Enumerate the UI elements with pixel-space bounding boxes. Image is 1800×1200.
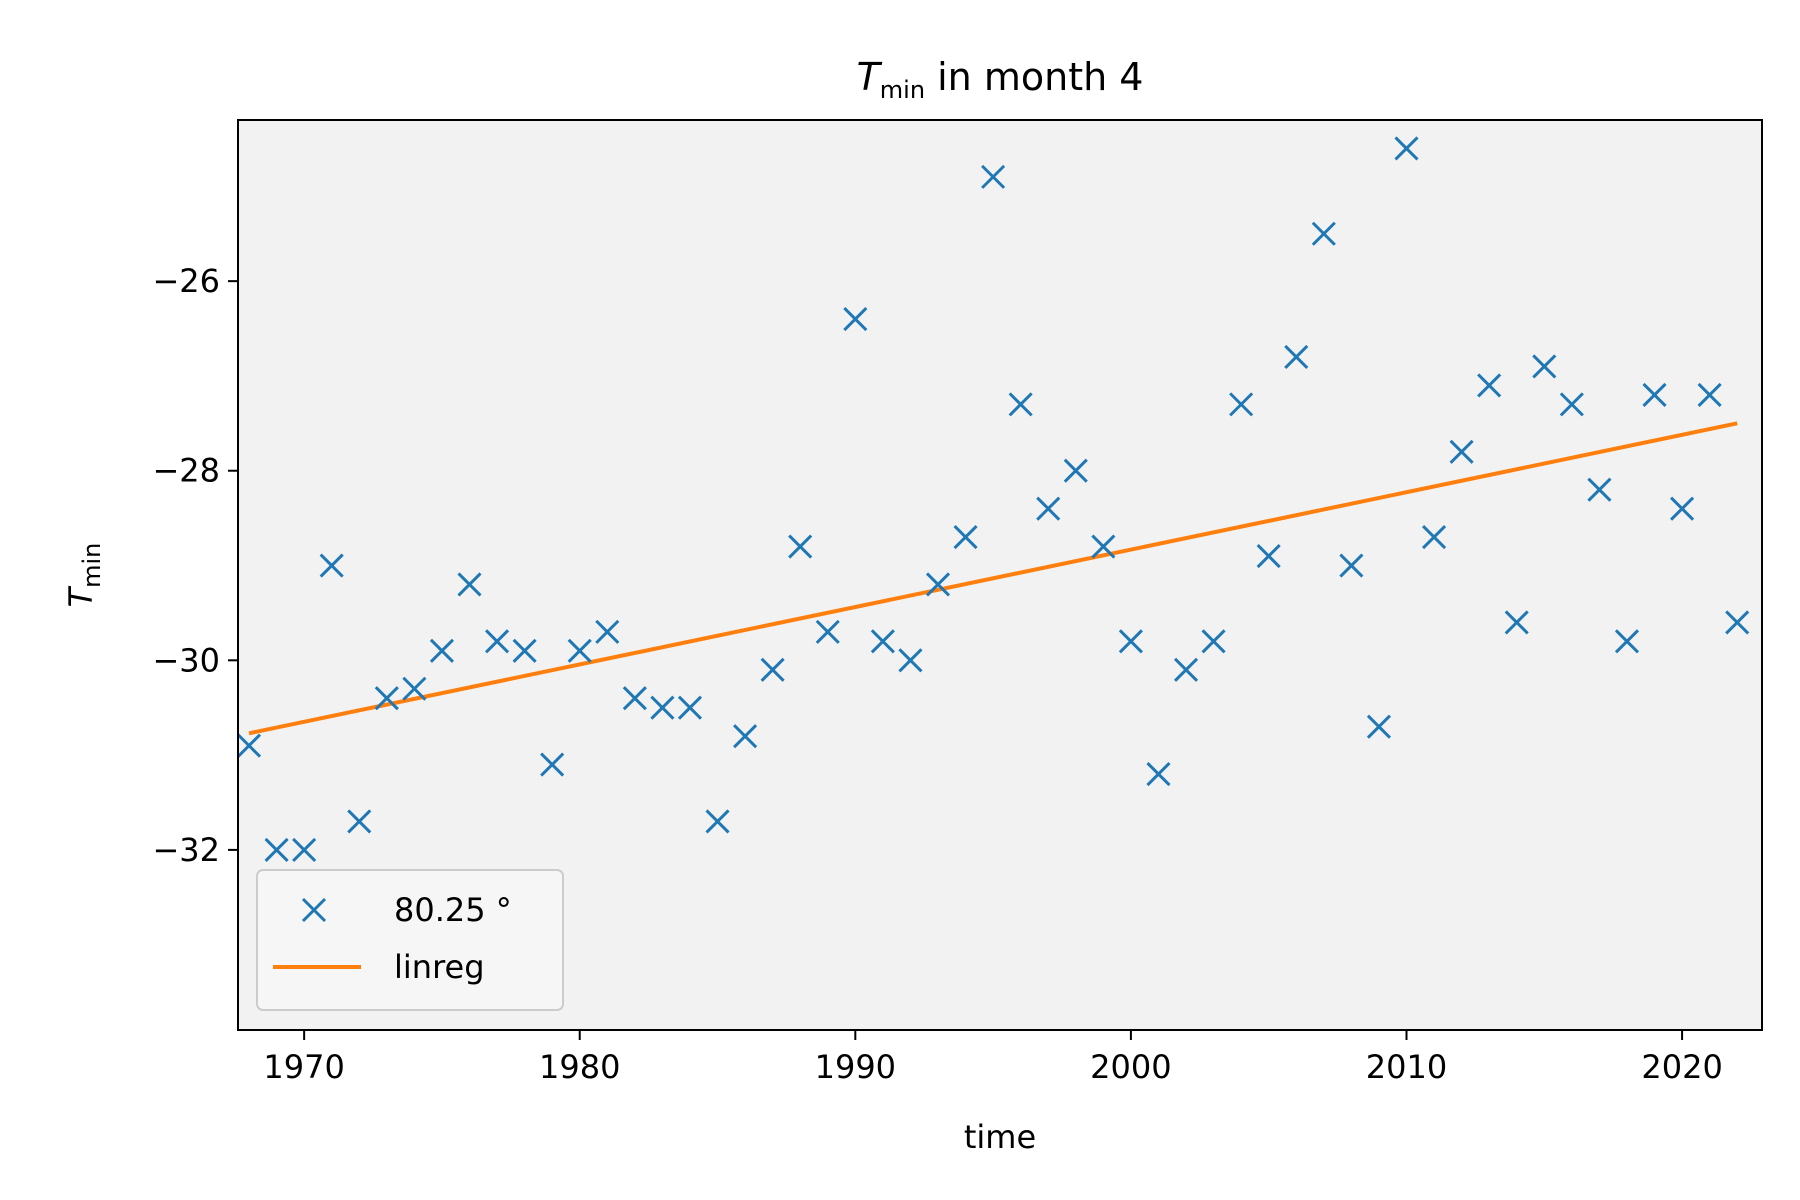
data-point (567, 638, 592, 663)
data-point (1229, 392, 1254, 417)
data-point (540, 752, 565, 777)
data-point (925, 572, 951, 597)
data-point (1256, 543, 1281, 569)
data-point (760, 657, 785, 682)
data-point (1366, 714, 1391, 739)
data-point (1173, 657, 1199, 682)
data-point (292, 837, 317, 862)
data-point (1311, 221, 1336, 246)
data-point (402, 676, 427, 701)
linreg-line (248, 421, 1738, 736)
data-point (1421, 525, 1447, 550)
x-tick-label: 1970 (263, 1048, 344, 1086)
data-point (733, 724, 758, 749)
data-point (815, 619, 840, 644)
data-point (677, 695, 703, 720)
data-point (1394, 136, 1419, 161)
x-axis-label: time (964, 1118, 1036, 1156)
x-tick-label: 2020 (1641, 1048, 1722, 1086)
data-point (953, 525, 978, 550)
data-point (1091, 534, 1116, 559)
data-point (705, 809, 730, 834)
x-tick-label: 2010 (1366, 1048, 1447, 1086)
data-point (264, 837, 289, 862)
data-point (1146, 762, 1171, 787)
data-point (981, 164, 1006, 189)
x-tick-label: 1980 (539, 1048, 620, 1086)
y-tick-label: −32 (152, 831, 220, 869)
data-point (1036, 496, 1061, 521)
legend: 80.25 ° linreg (256, 869, 564, 1011)
data-point (1725, 610, 1750, 635)
data-point (622, 686, 647, 711)
title-symbol: T (857, 55, 883, 99)
y-label-subscript: min (78, 543, 106, 588)
data-point (347, 809, 372, 834)
x-tick-label: 2000 (1090, 1048, 1171, 1086)
data-point (319, 553, 344, 578)
legend-label-linreg: linreg (394, 948, 485, 986)
data-point (1449, 439, 1474, 464)
data-point (650, 695, 675, 720)
chart-title: Tmin in month 4 (857, 55, 1144, 104)
data-point (1504, 610, 1529, 635)
data-point (1559, 392, 1584, 417)
plot-frame (237, 119, 1763, 1031)
x-axis: 1970 1980 1990 2000 2010 2020 (263, 1030, 1723, 1086)
y-label-symbol: T (62, 585, 100, 607)
data-point (1670, 496, 1695, 521)
data-point (457, 572, 482, 597)
data-point (1587, 477, 1612, 502)
data-point (484, 629, 510, 654)
data-point (512, 638, 537, 663)
data-point (843, 307, 868, 332)
data-point (1008, 392, 1033, 417)
data-point (788, 534, 813, 559)
y-tick-label: −28 (152, 452, 220, 490)
y-tick-label: −30 (152, 641, 220, 679)
data-point (374, 686, 399, 711)
y-axis: −32 −30 −28 −26 (152, 262, 238, 869)
y-axis-label: Tmin (62, 543, 106, 608)
data-point (870, 629, 895, 654)
data-point (1063, 458, 1088, 483)
series-layer (236, 136, 1750, 862)
data-point (1614, 629, 1640, 654)
data-point (898, 648, 923, 673)
data-point (1532, 354, 1557, 379)
data-point (1642, 382, 1667, 407)
data-point (1477, 373, 1502, 398)
x-tick-label: 1990 (815, 1048, 896, 1086)
data-point (1284, 344, 1309, 370)
legend-box (256, 869, 564, 1011)
legend-label-scatter: 80.25 ° (394, 891, 512, 929)
data-point (595, 619, 620, 644)
data-point (1339, 553, 1364, 578)
data-point (429, 638, 454, 663)
title-text: in month 4 (925, 55, 1143, 99)
data-point (1697, 382, 1722, 407)
data-point (1118, 629, 1143, 654)
title-subscript: min (880, 76, 925, 104)
legend-marker-scatter (301, 897, 327, 923)
y-tick-label: −26 (152, 262, 220, 300)
data-point (236, 733, 262, 758)
data-point (1201, 629, 1226, 654)
